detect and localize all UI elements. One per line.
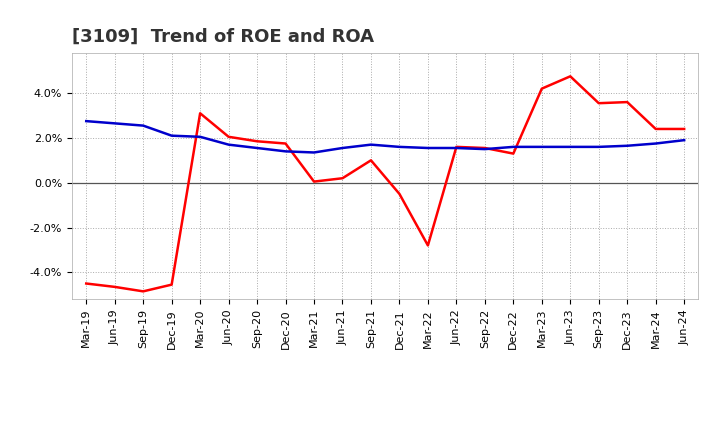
ROA xyxy=(537,144,546,150)
ROA xyxy=(395,144,404,150)
ROA xyxy=(82,118,91,124)
ROE xyxy=(282,141,290,146)
ROA xyxy=(282,149,290,154)
ROE xyxy=(566,73,575,79)
ROE xyxy=(366,158,375,163)
ROA xyxy=(452,145,461,150)
ROA xyxy=(480,147,489,152)
ROE xyxy=(509,151,518,156)
ROA xyxy=(680,138,688,143)
Legend: ROE, ROA: ROE, ROA xyxy=(297,434,473,440)
ROA xyxy=(110,121,119,126)
ROE xyxy=(82,281,91,286)
ROA xyxy=(366,142,375,147)
ROE xyxy=(338,176,347,181)
ROA xyxy=(566,144,575,150)
ROE xyxy=(167,282,176,287)
ROE xyxy=(480,145,489,150)
ROA xyxy=(623,143,631,148)
ROA xyxy=(595,144,603,150)
ROA xyxy=(652,141,660,146)
ROA xyxy=(225,142,233,147)
ROA xyxy=(509,144,518,150)
ROA xyxy=(310,150,318,155)
Line: ROE: ROE xyxy=(86,76,684,291)
ROA xyxy=(253,145,261,150)
ROE xyxy=(537,86,546,91)
ROA xyxy=(139,123,148,128)
ROE xyxy=(110,284,119,290)
ROA xyxy=(423,145,432,150)
ROE xyxy=(225,134,233,139)
ROA xyxy=(338,145,347,150)
ROE xyxy=(623,99,631,105)
ROA xyxy=(196,134,204,139)
ROE xyxy=(452,144,461,150)
Line: ROA: ROA xyxy=(86,121,684,153)
Text: [3109]  Trend of ROE and ROA: [3109] Trend of ROE and ROA xyxy=(72,28,374,46)
ROE xyxy=(423,243,432,248)
ROA xyxy=(167,133,176,138)
ROE xyxy=(680,126,688,132)
ROE xyxy=(253,139,261,144)
ROE xyxy=(196,110,204,116)
ROE xyxy=(310,179,318,184)
ROE xyxy=(395,191,404,197)
ROE xyxy=(595,101,603,106)
ROE xyxy=(139,289,148,294)
ROE xyxy=(652,126,660,132)
